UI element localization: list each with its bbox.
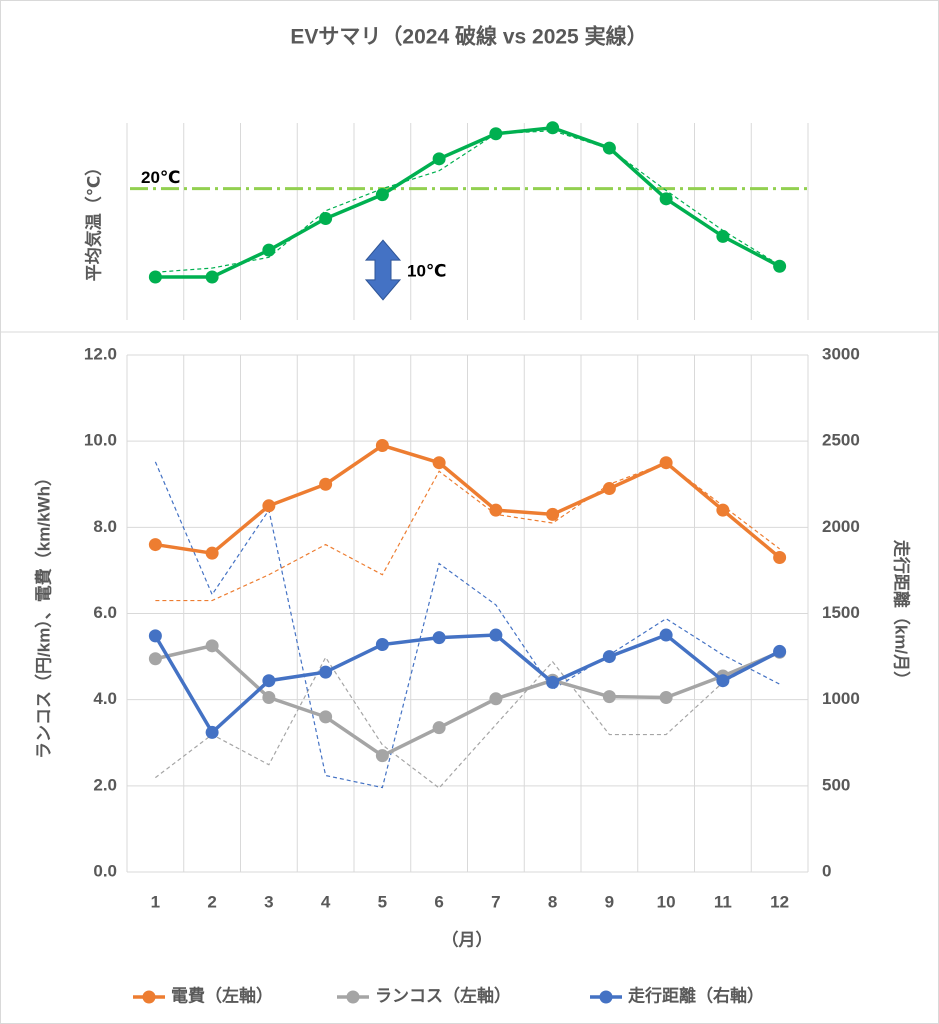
y2-tick-label: 2500	[822, 431, 860, 450]
marker	[432, 152, 446, 166]
marker	[205, 725, 219, 739]
marker	[489, 127, 503, 141]
scale-label: 10℃	[407, 261, 447, 280]
marker	[375, 749, 389, 763]
marker	[489, 503, 503, 517]
y2-tick-label: 1000	[822, 689, 860, 708]
marker	[546, 507, 560, 521]
marker	[659, 691, 673, 705]
marker	[205, 270, 219, 284]
legend-marker	[142, 990, 156, 1004]
x-tick-label: 7	[491, 892, 500, 911]
scale-arrow	[364, 239, 402, 301]
y-tick-label: 10.0	[84, 431, 117, 450]
marker	[489, 692, 503, 706]
legend-label: 走行距離（右軸）	[628, 985, 764, 1005]
marker	[602, 141, 616, 155]
marker	[148, 629, 162, 643]
marker	[319, 665, 333, 679]
series-line-2024	[155, 650, 780, 789]
marker	[148, 538, 162, 552]
marker	[148, 270, 162, 284]
marker	[602, 482, 616, 496]
series-line	[155, 125, 781, 279]
x-tick-label: 9	[605, 892, 614, 911]
series-line-2024	[155, 130, 780, 273]
marker	[546, 675, 560, 689]
y2-tick-label: 500	[822, 775, 850, 794]
x-tick-label: 5	[378, 892, 387, 911]
series-line-2024	[154, 461, 780, 789]
y-tick-label: 4.0	[93, 689, 117, 708]
reference-label: 20℃	[141, 168, 181, 187]
x-tick-label: 8	[548, 892, 557, 911]
series-line	[153, 633, 781, 736]
marker	[602, 650, 616, 664]
marker	[659, 628, 673, 642]
marker	[716, 674, 730, 688]
x-tick-label: 10	[657, 892, 676, 911]
y-tick-label: 0.0	[93, 861, 117, 880]
y-tick-label: 6.0	[93, 603, 117, 622]
marker	[773, 259, 787, 273]
marker	[546, 121, 560, 135]
marker	[375, 638, 389, 652]
marker	[432, 631, 446, 645]
y-tick-label: 2.0	[93, 775, 117, 794]
y2-tick-label: 2000	[822, 517, 860, 536]
marker	[262, 499, 276, 513]
marker	[205, 639, 219, 653]
legend-label: ランコス（左軸）	[375, 985, 511, 1005]
y2-tick-label: 1500	[822, 603, 860, 622]
x-tick-label: 3	[264, 892, 273, 911]
marker	[319, 710, 333, 724]
y-axis-title: ランコス（円/km）、電費（km/kWh）	[33, 469, 53, 759]
x-axis-title: （月）	[442, 929, 493, 949]
marker	[319, 477, 333, 491]
marker	[319, 212, 333, 226]
marker	[659, 456, 673, 470]
y2-tick-label: 3000	[822, 344, 860, 363]
marker	[375, 188, 389, 202]
marker	[773, 644, 787, 658]
y-tick-label: 12.0	[84, 344, 117, 363]
x-tick-label: 4	[321, 892, 331, 911]
legend-label: 電費（左軸）	[171, 985, 273, 1005]
series-line-2024	[155, 462, 780, 602]
y-tick-label: 8.0	[93, 517, 117, 536]
marker	[375, 438, 389, 452]
marker	[432, 456, 446, 470]
series-line	[155, 443, 781, 559]
y-axis-title: 平均気温（℃）	[83, 159, 103, 282]
x-tick-label: 6	[434, 892, 443, 911]
x-tick-label: 1	[151, 892, 160, 911]
y2-tick-label: 0	[822, 861, 831, 880]
chart-title: EVサマリ（2024 破線 vs 2025 実線）	[290, 25, 647, 49]
marker	[148, 652, 162, 666]
marker	[602, 690, 616, 704]
marker	[432, 721, 446, 735]
marker	[716, 229, 730, 243]
x-tick-label: 12	[770, 892, 789, 911]
marker	[489, 628, 503, 642]
marker	[773, 550, 787, 564]
legend-marker	[346, 990, 360, 1004]
x-tick-label: 2	[207, 892, 216, 911]
marker	[262, 691, 276, 705]
marker	[262, 243, 276, 257]
marker	[262, 674, 276, 688]
marker	[205, 546, 219, 560]
x-tick-label: 11	[714, 892, 732, 911]
y2-axis-title: 走行距離（km/月）	[892, 540, 912, 688]
marker	[716, 503, 730, 517]
legend-marker	[599, 990, 613, 1004]
marker	[659, 192, 673, 206]
